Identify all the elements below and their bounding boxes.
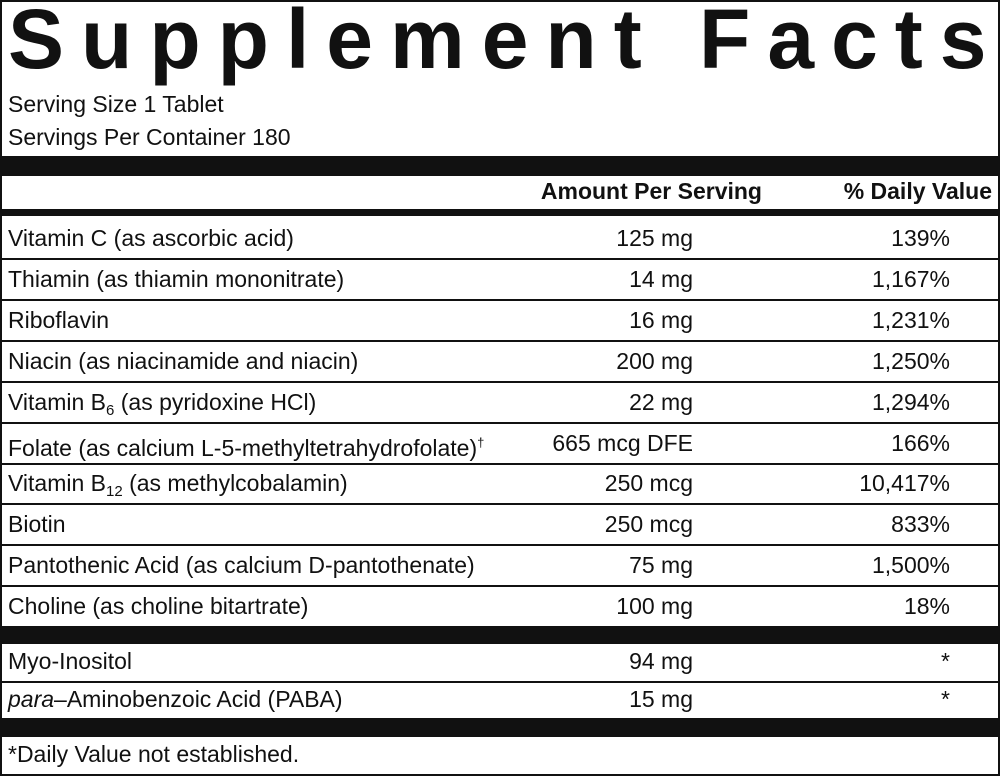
amount: 14 mg: [629, 265, 693, 292]
row-rule: [2, 258, 998, 260]
daily-value: 1,167%: [871, 265, 950, 292]
daily-value: 10,417%: [859, 470, 950, 497]
nutrient-name: Thiamin (as thiamin mononitrate): [8, 265, 344, 293]
name-part: Vitamin C (as ascorbic acid): [8, 225, 294, 251]
nutrient-name: Vitamin B6 (as pyridoxine HCl): [8, 388, 316, 425]
name-part: Folate (as calcium L-5-methyltetrahydrof…: [8, 434, 478, 461]
amount: 22 mg: [629, 388, 693, 415]
row-rule: [2, 462, 998, 465]
daily-value: 139%: [891, 225, 950, 251]
row-rule: [2, 380, 998, 383]
daily-value: 1,250%: [871, 347, 950, 374]
footnote: *Daily Value not established.: [8, 741, 300, 767]
nutrient-name: Biotin: [8, 510, 66, 538]
thick-rule: [2, 718, 998, 737]
name-part: Riboflavin: [8, 306, 109, 333]
name-part: Niacin (as niacinamide and niacin): [8, 347, 359, 374]
name-part: (as methylcobalamin): [122, 470, 348, 497]
medium-rule: [2, 209, 998, 216]
name-part: 6: [106, 401, 115, 419]
row-rule: [2, 585, 998, 588]
nutrient-name: Riboflavin: [8, 306, 109, 334]
title: Supplement Facts: [8, 0, 1000, 86]
amount: 75 mg: [629, 552, 693, 579]
name-part: Vitamin B: [8, 470, 107, 497]
daily-value: 18%: [903, 593, 950, 620]
name-part: 12: [106, 483, 123, 501]
thick-rule: [2, 156, 998, 176]
nutrient-name: Vitamin C (as ascorbic acid): [8, 224, 294, 252]
row-rule: [2, 503, 998, 506]
name-part: †: [477, 434, 485, 450]
daily-value: 1,500%: [871, 552, 950, 579]
nutrient-name: Niacin (as niacinamide and niacin): [8, 347, 358, 375]
daily-value: *: [941, 686, 950, 712]
name-part: –Aminobenzoic Acid (PABA): [54, 686, 343, 712]
amount: 94 mg: [629, 648, 693, 674]
row-rule: [2, 681, 998, 683]
amount: 200 mg: [616, 347, 693, 374]
name-part: Thiamin (as thiamin mononitrate): [8, 265, 345, 292]
amount: 250 mcg: [604, 470, 693, 497]
nutrient-name: Choline (as choline bitartrate): [8, 592, 308, 620]
serving-size: Serving Size 1 Tablet: [8, 91, 224, 117]
row-rule: [2, 298, 998, 301]
nutrient-name: para–Aminobenzoic Acid (PABA): [8, 685, 343, 713]
thick-rule: [2, 626, 998, 644]
nutrient-name: Pantothenic Acid (as calcium D-pantothen…: [8, 551, 475, 579]
name-part: (as pyridoxine HCl): [114, 388, 317, 415]
name-part: para: [8, 686, 55, 712]
name-part: Vitamin B: [8, 388, 107, 415]
row-rule: [2, 421, 998, 424]
nutrient-name: Folate (as calcium L-5-methyltetrahydrof…: [8, 429, 484, 462]
amount: 16 mg: [629, 306, 693, 333]
servings-per-container: Servings Per Container 180: [8, 124, 291, 150]
amount: 250 mcg: [604, 511, 693, 538]
row-rule: [2, 339, 998, 342]
amount: 15 mg: [629, 686, 693, 712]
name-part: Pantothenic Acid (as calcium D-pantothen…: [8, 552, 475, 579]
row-rule: [2, 544, 998, 547]
amount: 125 mg: [616, 225, 693, 251]
name-part: Choline (as choline bitartrate): [8, 593, 309, 620]
daily-value: 833%: [891, 511, 950, 538]
daily-value: 1,294%: [871, 388, 950, 415]
name-part: Myo-Inositol: [8, 648, 132, 674]
nutrient-name: Myo-Inositol: [8, 647, 132, 675]
column-header: % Daily Value: [843, 178, 992, 204]
daily-value: 166%: [891, 429, 950, 456]
nutrient-name: Vitamin B12 (as methylcobalamin): [8, 469, 348, 506]
amount: 665 mcg DFE: [552, 429, 693, 456]
name-part: Biotin: [8, 511, 66, 538]
column-header: Amount Per Serving: [540, 178, 762, 204]
daily-value: *: [941, 648, 950, 674]
amount: 100 mg: [616, 593, 693, 620]
daily-value: 1,231%: [871, 306, 950, 333]
